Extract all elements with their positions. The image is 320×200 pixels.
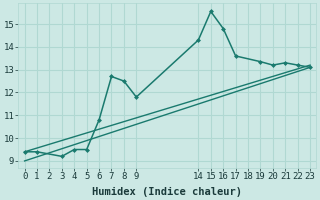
X-axis label: Humidex (Indice chaleur): Humidex (Indice chaleur) [92,186,242,197]
